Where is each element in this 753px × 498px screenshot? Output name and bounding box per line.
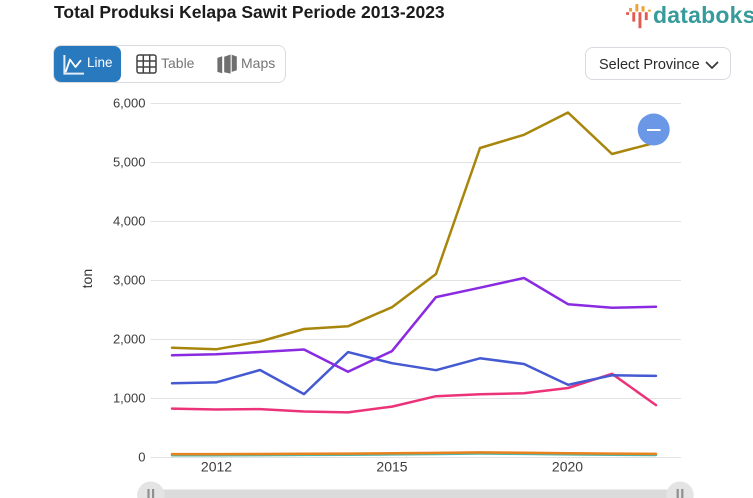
svg-text:0: 0: [138, 450, 145, 465]
svg-text:2,000: 2,000: [113, 332, 146, 347]
svg-text:ton: ton: [79, 269, 95, 288]
svg-text:4,000: 4,000: [113, 214, 146, 229]
svg-text:2020: 2020: [552, 459, 583, 475]
svg-text:2012: 2012: [201, 459, 232, 475]
svg-text:6,000: 6,000: [113, 96, 146, 111]
svg-text:1,000: 1,000: [113, 391, 146, 406]
svg-text:5,000: 5,000: [113, 155, 146, 170]
svg-text:2015: 2015: [376, 459, 407, 475]
svg-text:3,000: 3,000: [113, 273, 146, 288]
